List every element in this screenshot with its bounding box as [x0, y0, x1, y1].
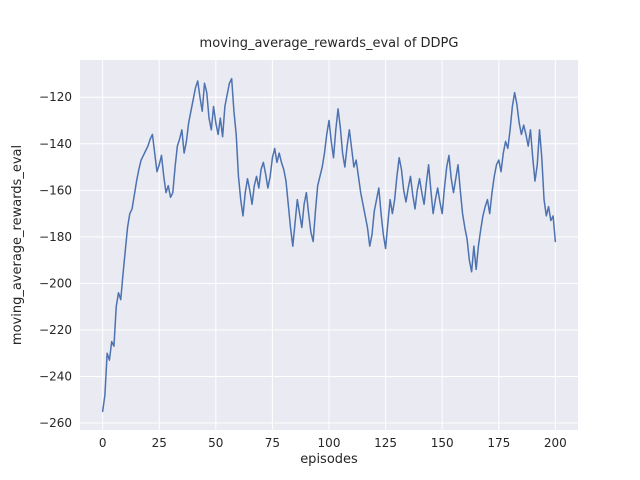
x-tick-label: 0	[99, 436, 107, 450]
x-tick-label: 75	[265, 436, 280, 450]
x-tick-label: 200	[544, 436, 567, 450]
y-tick-label: −140	[39, 137, 72, 151]
y-tick-label: −120	[39, 90, 72, 104]
y-tick-label: −160	[39, 183, 72, 197]
plot-layers: 0 25 50 75 100 125 150 175 200 −260 −240 −220 −200 −1…	[39, 60, 578, 450]
x-tick-label: 125	[374, 436, 397, 450]
x-tick-label: 150	[431, 436, 454, 450]
chart-title: moving_average_rewards_eval of DDPG	[200, 36, 459, 51]
x-tick-label: 175	[487, 436, 510, 450]
y-tick-label: −260	[39, 416, 72, 430]
y-tick-label: −180	[39, 230, 72, 244]
y-tick-label: −220	[39, 323, 72, 337]
x-tick-label: 100	[318, 436, 341, 450]
series-line	[101, 77, 557, 413]
x-tick-label: 25	[152, 436, 167, 450]
y-tick-label: −200	[39, 276, 72, 290]
x-tick-label: 50	[208, 436, 223, 450]
y-axis-label: moving_average_rewards_eval	[10, 145, 25, 345]
y-tick-label: −240	[39, 369, 72, 383]
x-axis-label: episodes	[300, 452, 358, 467]
